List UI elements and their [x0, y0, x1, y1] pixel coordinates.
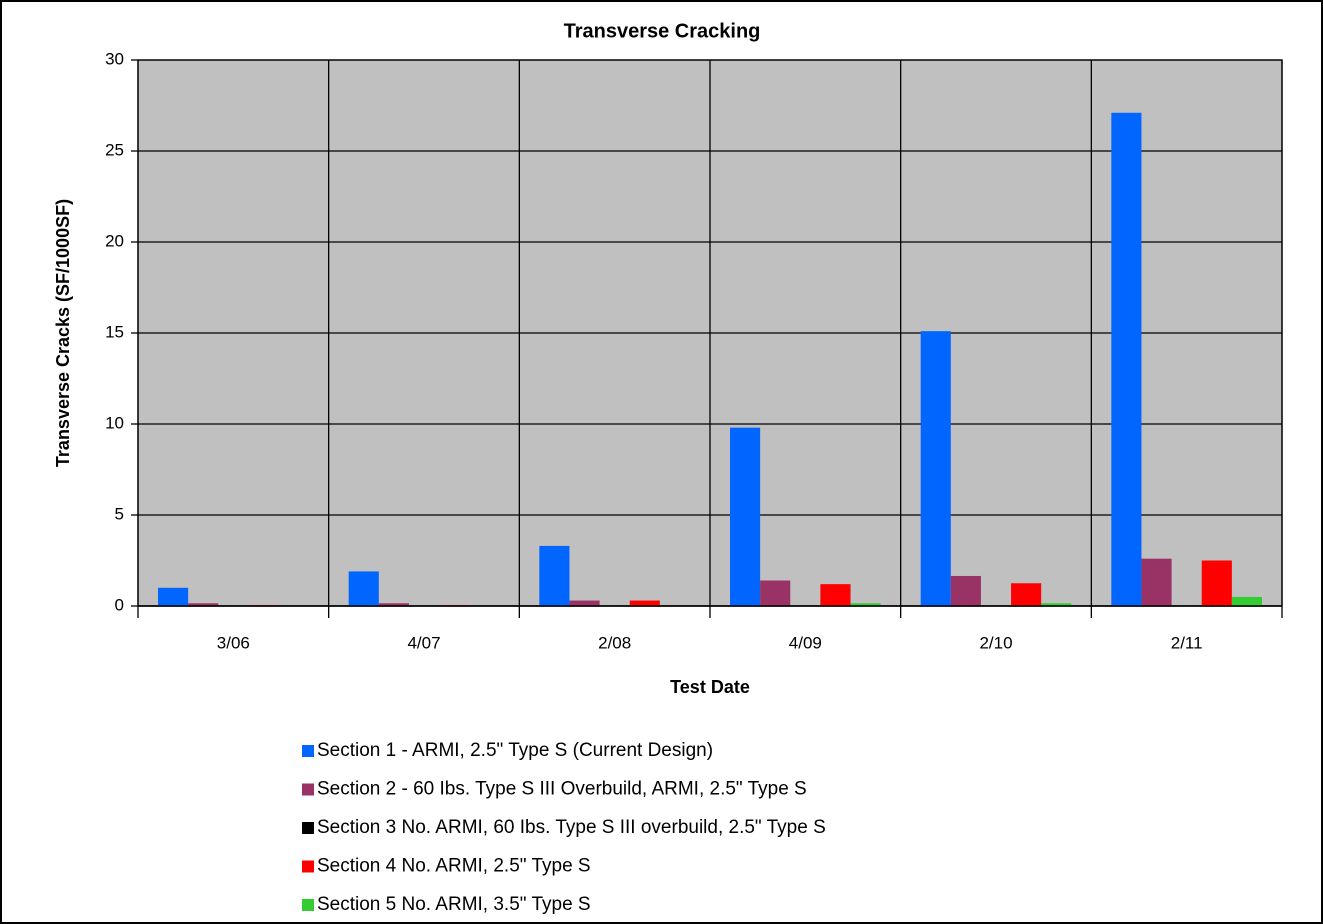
legend-label: Section 1 - ARMI, 2.5" Type S (Current D… — [317, 740, 713, 761]
y-tick-label: 30 — [105, 49, 124, 68]
bar — [1011, 583, 1042, 606]
bar — [158, 587, 189, 606]
bar — [378, 603, 409, 606]
y-tick-label: 5 — [115, 504, 124, 523]
x-tick-label: 4/09 — [789, 633, 822, 652]
y-axis-label: Transverse Cracks (SF/1000SF) — [53, 199, 73, 467]
legend-swatch — [302, 899, 314, 911]
legend-label: Section 4 No. ARMI, 2.5" Type S — [317, 856, 591, 877]
x-tick-label: 2/10 — [979, 633, 1012, 652]
legend-swatch — [302, 745, 314, 757]
legend-label: Section 3 No. ARMI, 60 Ibs. Type S III o… — [317, 817, 826, 838]
bar — [950, 575, 981, 606]
x-tick-label: 4/07 — [407, 633, 440, 652]
legend-swatch — [302, 822, 314, 834]
y-tick-label: 20 — [105, 231, 124, 250]
bar — [1231, 596, 1262, 606]
bar — [1201, 560, 1232, 606]
bar — [569, 600, 600, 606]
bar — [820, 584, 851, 606]
x-tick-label: 3/06 — [217, 633, 250, 652]
y-tick-label: 0 — [115, 595, 124, 614]
legend-label: Section 2 - 60 Ibs. Type S III Overbuild… — [317, 779, 807, 800]
y-tick-label: 25 — [105, 140, 124, 159]
bar — [629, 600, 660, 606]
y-tick-label: 15 — [105, 322, 124, 341]
y-tick-label: 10 — [105, 413, 124, 432]
bar — [1041, 603, 1072, 606]
bar — [920, 331, 951, 606]
bar — [1141, 558, 1172, 606]
bar — [760, 580, 791, 606]
bar — [1111, 112, 1142, 606]
x-tick-label: 2/11 — [1171, 633, 1203, 652]
bar — [539, 545, 570, 606]
bar — [850, 603, 881, 606]
bar — [348, 571, 379, 606]
legend-swatch — [302, 860, 314, 873]
legend-swatch — [302, 783, 314, 796]
legend-label: Section 5 No. ARMI, 3.5" Type S — [317, 894, 591, 915]
chart-title: Transverse Cracking — [564, 20, 761, 42]
x-tick-label: 2/08 — [598, 633, 631, 652]
x-axis-label: Test Date — [670, 677, 750, 697]
bar — [730, 427, 761, 606]
bar — [188, 603, 219, 606]
